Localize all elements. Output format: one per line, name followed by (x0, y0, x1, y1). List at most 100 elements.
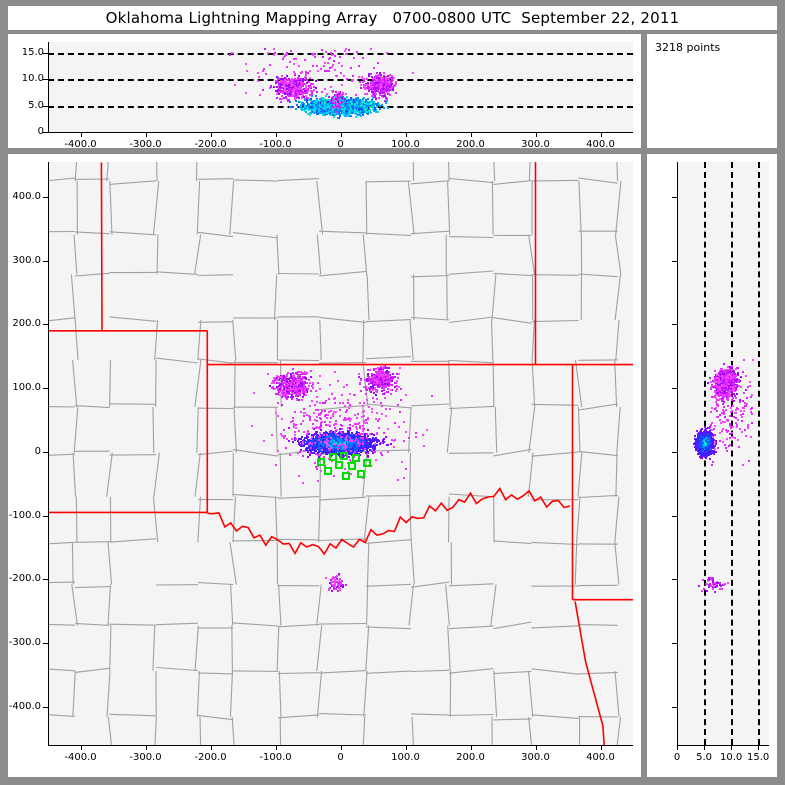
county-border (197, 321, 234, 323)
county-border (528, 716, 533, 745)
county-border (616, 162, 619, 182)
county-border (74, 231, 110, 235)
top-ytick-label: 0 (12, 126, 44, 137)
main-xtick (470, 745, 472, 750)
county-border (153, 452, 160, 497)
top-ytick-label: 15.0 (12, 47, 44, 58)
county-border (615, 180, 622, 235)
county-border (72, 360, 78, 408)
lma-station-marker-0 (328, 453, 337, 461)
county-border (448, 668, 494, 674)
county-border (493, 718, 532, 721)
county-border (154, 716, 157, 745)
county-border (490, 319, 494, 361)
top-xtick (145, 132, 147, 137)
county-border (614, 274, 622, 321)
county-border (109, 713, 157, 717)
county-border (232, 319, 237, 361)
county-border (229, 542, 237, 585)
side-xtick-label: 10.0 (713, 752, 749, 763)
top-ytick-label: 5.0 (12, 100, 44, 111)
main-ytick (43, 706, 49, 708)
county-border (362, 716, 366, 745)
county-border (365, 232, 412, 236)
county-border (197, 714, 234, 721)
county-border (275, 406, 278, 453)
side-ytick (672, 388, 678, 390)
county-border (109, 316, 157, 322)
county-border (48, 453, 75, 456)
side-ytick (672, 706, 678, 708)
top-xtick-label: 100.0 (381, 139, 431, 150)
county-border (362, 234, 368, 275)
county-border (447, 180, 451, 235)
county-border (493, 540, 532, 545)
side-xtick (731, 745, 733, 750)
county-border (578, 671, 618, 675)
county-border (156, 357, 199, 364)
gridline-altitude-10 (48, 79, 633, 82)
county-and-state-border-map (48, 162, 633, 745)
county-border (233, 622, 278, 627)
county-border (408, 406, 412, 453)
main-ytick-label: -200.0 (8, 573, 41, 584)
county-border (74, 586, 110, 589)
county-border (277, 623, 320, 628)
county-border (365, 583, 412, 587)
county-border (366, 542, 370, 585)
plan-view-map-panel: 400.0 300.0 200.0 100.0 0 -100.0 -200.0 -300.0 -… (8, 154, 641, 777)
county-border (615, 452, 618, 497)
county-border (156, 271, 199, 275)
top-xtick-label: 300.0 (511, 139, 561, 150)
page-title: Oklahoma Lightning Mapping Array 0700-08… (106, 9, 680, 27)
county-border (410, 403, 450, 407)
county-border (71, 542, 74, 585)
main-xtick-label: 100.0 (381, 752, 431, 763)
county-border (319, 362, 367, 364)
main-ytick-label: 100.0 (8, 382, 41, 393)
county-border (614, 360, 618, 408)
top-panel-y-axis (48, 42, 49, 132)
county-border (71, 584, 79, 626)
county-border (410, 180, 450, 185)
county-border (531, 274, 579, 276)
county-border (278, 670, 282, 717)
county-border (446, 406, 453, 453)
county-border (409, 452, 412, 497)
county-border (410, 542, 415, 585)
county-border (156, 234, 159, 275)
top-xtick (275, 132, 277, 137)
county-border (197, 231, 234, 238)
county-border (73, 234, 78, 275)
county-border (319, 713, 367, 716)
county-border (578, 177, 618, 184)
county-border (74, 319, 79, 361)
county-border (492, 360, 495, 408)
side-ytick (672, 260, 678, 262)
lma-station-marker-7 (341, 472, 350, 481)
side-xtick-label: 15.0 (740, 752, 776, 763)
side-ytick (672, 197, 678, 199)
main-ytick-label: 400.0 (8, 191, 41, 202)
county-border (493, 272, 532, 277)
county-border (366, 274, 370, 321)
county-border (74, 162, 78, 182)
county-border (614, 234, 622, 275)
county-border (109, 625, 112, 671)
county-border (107, 584, 112, 626)
county-border (531, 625, 579, 629)
county-border (448, 360, 451, 408)
county-border (106, 162, 109, 182)
top-xtick-label: -300.0 (121, 139, 171, 150)
county-border (319, 404, 367, 411)
state-border-new-mexico-texas (100, 162, 103, 332)
county-border (107, 716, 112, 745)
county-border (494, 406, 498, 453)
county-border (319, 270, 367, 277)
county-border (273, 274, 278, 321)
lma-station-marker-8 (357, 469, 366, 478)
county-border (448, 359, 494, 364)
side-ytick (672, 515, 678, 517)
side-xtick (758, 745, 760, 750)
county-border (152, 625, 156, 671)
